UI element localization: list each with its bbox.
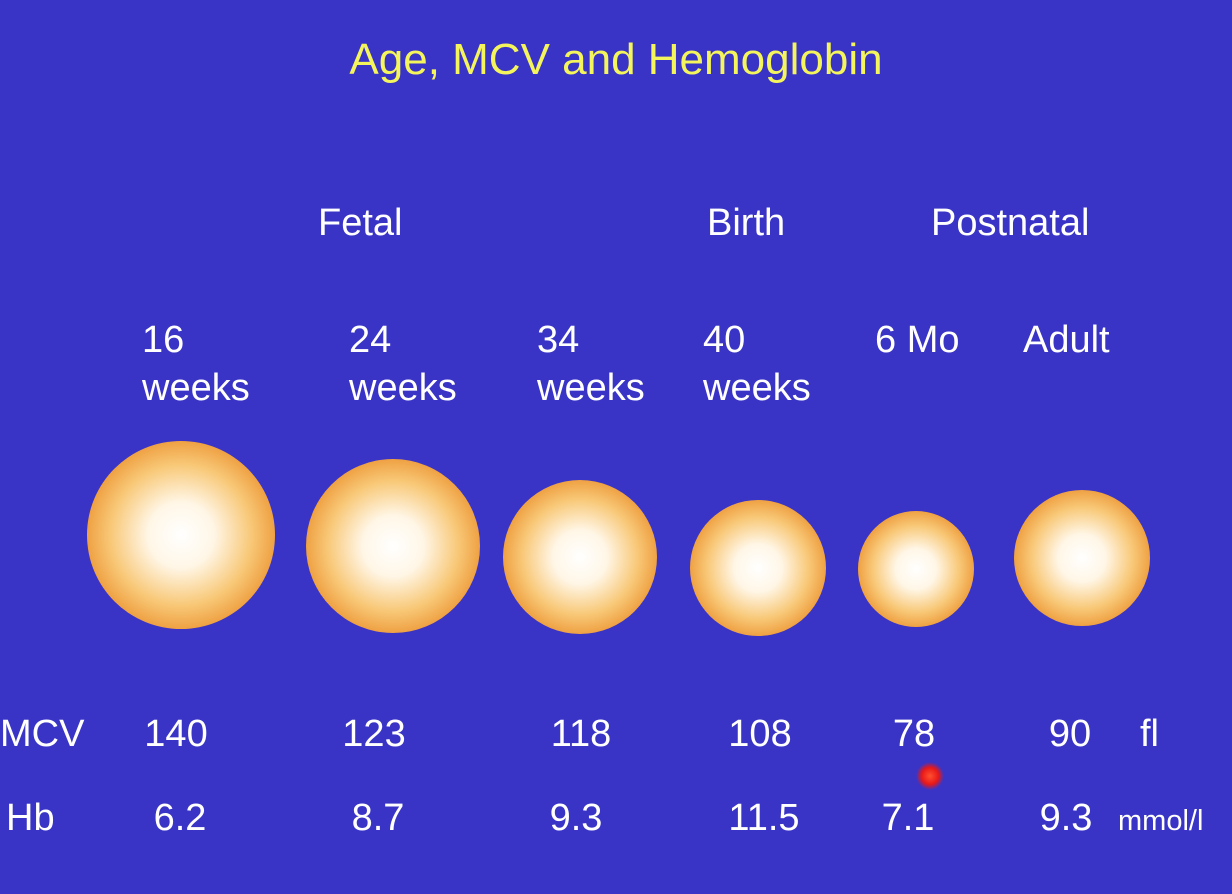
age-label: weeks [348,367,457,409]
hb-value: 9.3 [550,797,603,839]
phase-label: Postnatal [931,202,1089,244]
red-cell [87,441,275,629]
age-label: weeks [702,367,811,409]
hb-value: 11.5 [728,797,799,839]
age-label: 16 [142,319,184,361]
hb-value: 7.1 [882,797,935,839]
mcv-value: 123 [342,713,405,755]
phase-label: Fetal [318,202,402,244]
age-label: weeks [536,367,645,409]
row-label: Hb [6,797,55,839]
pointer-dot [916,762,944,790]
mcv-value: 118 [551,713,612,755]
red-cell [503,480,657,634]
phase-label: Birth [707,202,785,244]
hb-value: 8.7 [352,797,405,839]
age-label: Adult [1023,319,1110,361]
mcv-value: 108 [728,713,791,755]
red-cell [690,500,826,636]
age-label: weeks [141,367,250,409]
age-label: 24 [349,319,391,361]
unit-label: mmol/l [1118,805,1203,837]
hb-value: 9.3 [1040,797,1093,839]
mcv-value: 90 [1049,713,1091,755]
slide-title: Age, MCV and Hemoglobin [349,35,882,84]
hb-value: 6.2 [154,797,207,839]
age-label: 40 [703,319,745,361]
mcv-value: 140 [144,713,207,755]
red-cell [306,459,480,633]
red-cell [858,511,974,627]
mcv-value: 78 [893,713,935,755]
row-label: MCV [0,713,85,755]
age-label: 34 [537,319,579,361]
age-label: 6 Mo [875,319,959,361]
unit-label: fl [1140,713,1159,755]
red-cell [1014,490,1150,626]
